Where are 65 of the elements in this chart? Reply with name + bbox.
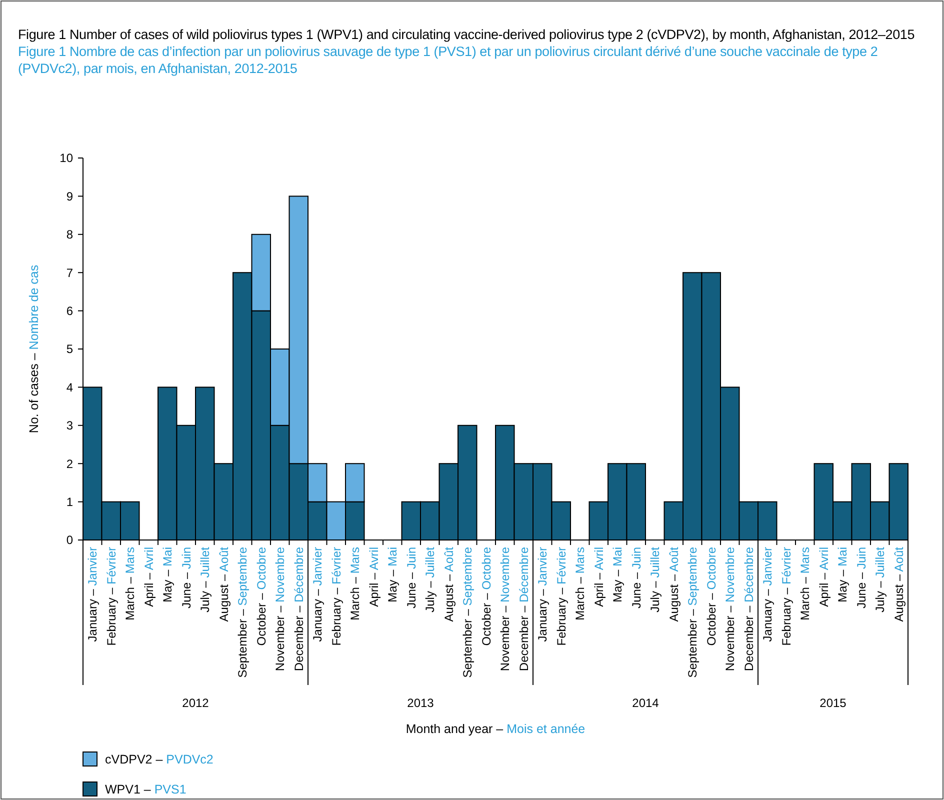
- x-tick-label: June – Juin: [404, 547, 418, 608]
- x-tick-label: November – Novembre: [723, 546, 738, 672]
- y-tick-label: 9: [66, 189, 74, 204]
- x-tick-label: June – Juin: [854, 547, 868, 608]
- y-tick-label: 6: [66, 304, 74, 318]
- x-tick-label: July – Juillet: [873, 546, 888, 612]
- y-tick-label: 8: [66, 228, 74, 242]
- x-tick-label: July – Juillet: [648, 546, 662, 612]
- x-tick-label: March – Mars: [798, 547, 812, 620]
- x-tick-label: March – Mars: [348, 547, 362, 620]
- y-tick-label: 10: [60, 151, 74, 166]
- y-tick-label: 5: [66, 342, 74, 356]
- x-tick-label: February – Février: [554, 547, 568, 646]
- x-tick-label: August – Août: [216, 546, 231, 622]
- x-tick-label: August – Août: [442, 546, 456, 622]
- x-tick-label: June – Juin: [629, 547, 644, 608]
- x-tick-label: January – Janvier: [310, 547, 325, 642]
- x-tick-label: August – Août: [892, 546, 906, 622]
- x-tick-label: August – Août: [666, 546, 681, 622]
- x-tick-label: November – Novembre: [498, 546, 512, 672]
- y-tick-label: 3: [66, 418, 74, 433]
- text: 2015: [820, 696, 847, 710]
- x-tick-label: May – Mai: [610, 547, 625, 602]
- x-tick-label: December – Décembre: [742, 546, 756, 672]
- x-tick-label: March – Mars: [573, 547, 588, 620]
- x-tick-label: February – Février: [329, 547, 344, 646]
- x-tick-label: February – Février: [779, 547, 794, 646]
- x-tick-label: November – Novembre: [273, 546, 288, 672]
- y-tick-label: 2: [66, 456, 74, 471]
- x-tick-label: July – Juillet: [198, 546, 212, 612]
- x-tick-label: July – Juillet: [423, 546, 438, 612]
- text: 2014: [632, 696, 660, 710]
- x-tick-label: December – Décembre: [516, 546, 531, 672]
- x-tick-label: February – Février: [104, 547, 118, 646]
- x-axis-title: Month and year – Mois et année: [406, 722, 586, 736]
- x-tick-label: May – Mai: [386, 547, 400, 602]
- y-tick-label: 0: [66, 533, 74, 548]
- x-tick-label: April – Avril: [592, 547, 606, 607]
- chart-subtitle: Figure 1 Nombre de cas d’infection par un poliovirus sauvage de type 1 (PVS1) et par un poliovirus circulant dérivé d’une souche vaccinale de type 2 (PVDVc2), par mois, en Afghanistan, 2012-2015: [18, 43, 879, 77]
- x-tick-label: January – Janvier: [536, 547, 550, 642]
- x-tick-label: October – Octobre: [479, 546, 494, 646]
- chart-title: Figure 1 Number of cases of wild poliovirus types 1 (WPV1) and circulating vaccine-derived poliovirus type 2 (cVDPV2), by month, Afghanistan, 2012–2015: [18, 26, 916, 43]
- x-tick-label: October – Octobre: [704, 546, 718, 646]
- y-tick-label: 7: [66, 266, 74, 280]
- legend-label: WPV1 – PVS1: [105, 782, 186, 796]
- y-tick-label: 1: [66, 495, 74, 509]
- x-tick-label: September – Septembre: [686, 546, 700, 678]
- y-tick-label: 4: [66, 380, 74, 394]
- x-tick-label: May – Mai: [836, 547, 850, 602]
- x-tick-label: January – Janvier: [760, 547, 775, 642]
- x-tick-label: March – Mars: [123, 547, 138, 620]
- x-tick-label: June – Juin: [179, 547, 194, 608]
- x-tick-label: April – Avril: [142, 547, 156, 607]
- x-tick-label: December – Décembre: [292, 546, 306, 672]
- x-tick-label: May – Mai: [160, 547, 175, 602]
- x-tick-label: September – Septembre: [460, 546, 475, 678]
- x-tick-label: October – Octobre: [254, 546, 268, 646]
- legend-label: cVDPV2 – PVDVc2: [105, 752, 214, 766]
- y-axis-title: No. of cases – Nombre de cas: [27, 264, 41, 434]
- x-tick-label: January – Janvier: [86, 547, 100, 642]
- x-tick-label: September – Septembre: [236, 546, 250, 678]
- text: 2012: [182, 696, 210, 710]
- x-tick-label: April – Avril: [366, 547, 381, 607]
- x-tick-label: April – Avril: [816, 547, 831, 607]
- text: 2013: [407, 696, 434, 710]
